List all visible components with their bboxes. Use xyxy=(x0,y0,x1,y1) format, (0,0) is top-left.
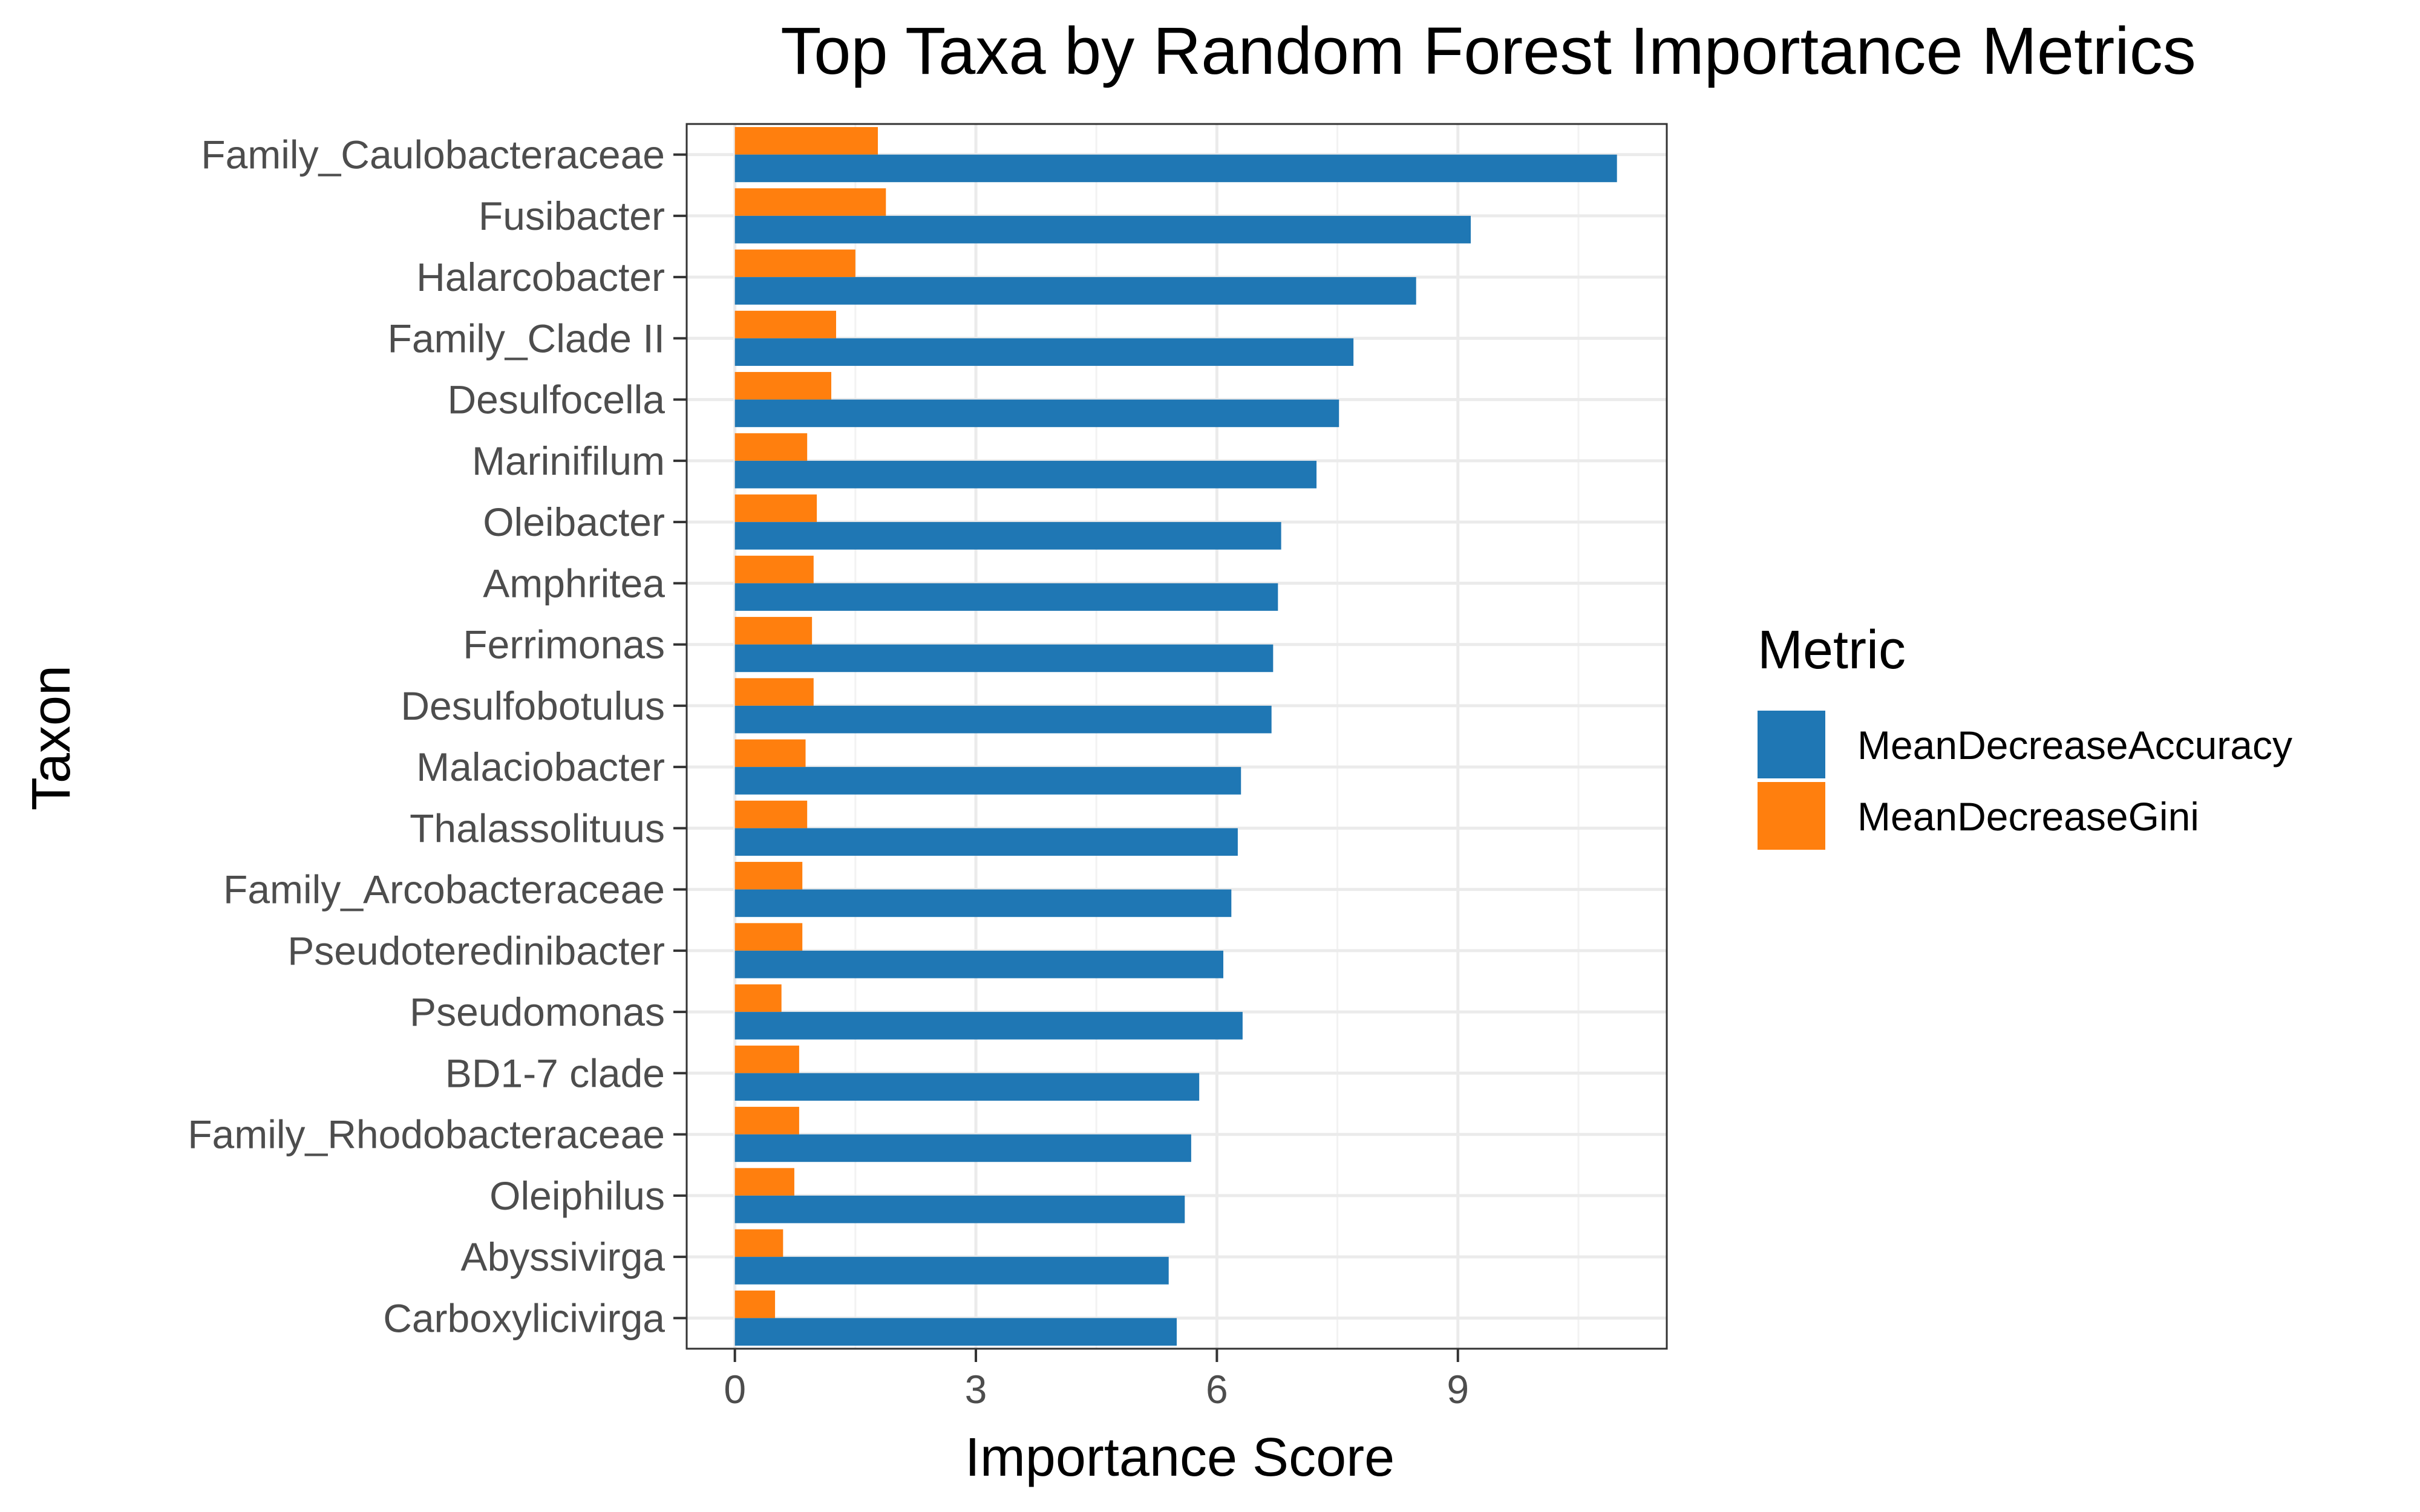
y-tick-label: Carboxylicivirga xyxy=(383,1295,665,1340)
bar-meandecreasegini xyxy=(734,1290,776,1318)
bar-meandecreasegini xyxy=(734,188,886,216)
y-tick-label: Malaciobacter xyxy=(416,745,665,789)
bar-meandecreaseaccuracy xyxy=(734,828,1238,856)
y-tick-label: Family_Arcobacteraceae xyxy=(223,867,665,912)
y-tick-label: Thalassolituus xyxy=(410,806,665,850)
bar-meandecreasegini xyxy=(734,800,808,829)
bar-meandecreaseaccuracy xyxy=(734,1012,1243,1040)
y-tick-label: Family_Rhodobacteraceae xyxy=(188,1112,665,1157)
x-axis: 0 3 6 9 xyxy=(724,1349,1469,1412)
bar-meandecreasegini xyxy=(734,862,803,890)
y-tick-label: Desulfocella xyxy=(447,377,665,422)
panel-border xyxy=(685,123,1668,1350)
y-tick-label: Family_Caulobacteraceae xyxy=(201,132,665,177)
bar-meandecreasegini xyxy=(734,372,832,400)
bar-meandecreaseaccuracy xyxy=(734,950,1224,979)
y-axis: Family_Caulobacteraceae Fusibacter Halarco… xyxy=(188,132,687,1340)
y-tick-label: BD1-7 clade xyxy=(445,1051,665,1095)
x-tick-label: 3 xyxy=(965,1367,987,1412)
y-tick-label: Family_Clade II xyxy=(388,316,666,360)
legend-label: MeanDecreaseGini xyxy=(1857,794,2199,839)
panel-background xyxy=(687,124,1667,1349)
plot-area xyxy=(685,123,1668,1350)
legend-label: MeanDecreaseAccuracy xyxy=(1857,723,2292,767)
bar-meandecreasegini xyxy=(734,555,814,584)
bar-meandecreasegini xyxy=(734,1229,783,1257)
x-tick-label: 0 xyxy=(724,1367,746,1412)
bar-meandecreaseaccuracy xyxy=(734,215,1471,244)
bar-meandecreaseaccuracy xyxy=(734,1073,1200,1101)
bar-meandecreaseaccuracy xyxy=(734,154,1617,183)
y-tick-label: Amphritea xyxy=(483,561,665,605)
bar-meandecreaseaccuracy xyxy=(734,705,1272,734)
y-tick-label: Halarcobacter xyxy=(416,255,665,299)
bars xyxy=(734,127,1617,1346)
legend-swatch xyxy=(1758,711,1825,778)
y-tick-label: Pseudomonas xyxy=(410,989,665,1034)
y-tick-label: Desulfobotulus xyxy=(401,683,665,728)
bar-meandecreasegini xyxy=(734,1107,799,1135)
bar-meandecreaseaccuracy xyxy=(734,338,1354,366)
bar-meandecreaseaccuracy xyxy=(734,889,1232,917)
bar-meandecreasegini xyxy=(734,984,782,1012)
legend-swatch xyxy=(1758,782,1825,850)
bar-meandecreasegini xyxy=(734,310,836,339)
chart-title: Top Taxa by Random Forest Importance Met… xyxy=(780,14,2196,88)
bar-meandecreasegini xyxy=(734,494,817,523)
bar-meandecreaseaccuracy xyxy=(734,277,1416,305)
bar-meandecreasegini xyxy=(734,739,806,767)
x-tick-label: 6 xyxy=(1206,1367,1228,1412)
bar-meandecreaseaccuracy xyxy=(734,522,1281,550)
y-tick-label: Oleibacter xyxy=(483,500,665,544)
legend-title: Metric xyxy=(1758,620,1906,680)
y-axis-title: Taxon xyxy=(21,665,82,810)
legend: Metric MeanDecreaseAccuracy MeanDecreaseG… xyxy=(1758,620,2292,850)
y-tick-label: Oleiphilus xyxy=(489,1173,665,1218)
y-tick-label: Fusibacter xyxy=(479,194,665,238)
bar-meandecreasegini xyxy=(734,1168,794,1196)
legend-items: MeanDecreaseAccuracy MeanDecreaseGini xyxy=(1758,711,2292,850)
bar-meandecreasegini xyxy=(734,249,855,278)
bar-meandecreaseaccuracy xyxy=(734,583,1278,611)
y-tick-label: Pseudoteredinibacter xyxy=(287,928,665,973)
bar-meandecreaseaccuracy xyxy=(734,644,1274,673)
y-tick-label: Ferrimonas xyxy=(463,622,665,667)
bar-meandecreasegini xyxy=(734,923,803,951)
y-tick-label: Marinifilum xyxy=(472,438,665,483)
x-tick-label: 9 xyxy=(1447,1367,1469,1412)
bar-meandecreasegini xyxy=(734,678,814,706)
bar-meandecreasegini xyxy=(734,127,878,155)
bar-meandecreaseaccuracy xyxy=(734,460,1317,489)
bar-meandecreaseaccuracy xyxy=(734,1195,1185,1224)
bar-meandecreasegini xyxy=(734,1045,799,1074)
bar-meandecreaseaccuracy xyxy=(734,1134,1191,1162)
bar-meandecreaseaccuracy xyxy=(734,1257,1169,1285)
x-axis-title: Importance Score xyxy=(965,1427,1395,1488)
y-tick-label: Abyssivirga xyxy=(461,1234,666,1279)
bar-meandecreasegini xyxy=(734,617,813,645)
bar-meandecreaseaccuracy xyxy=(734,1318,1177,1346)
bar-meandecreaseaccuracy xyxy=(734,767,1241,795)
bar-meandecreasegini xyxy=(734,433,808,461)
bar-meandecreaseaccuracy xyxy=(734,399,1339,428)
